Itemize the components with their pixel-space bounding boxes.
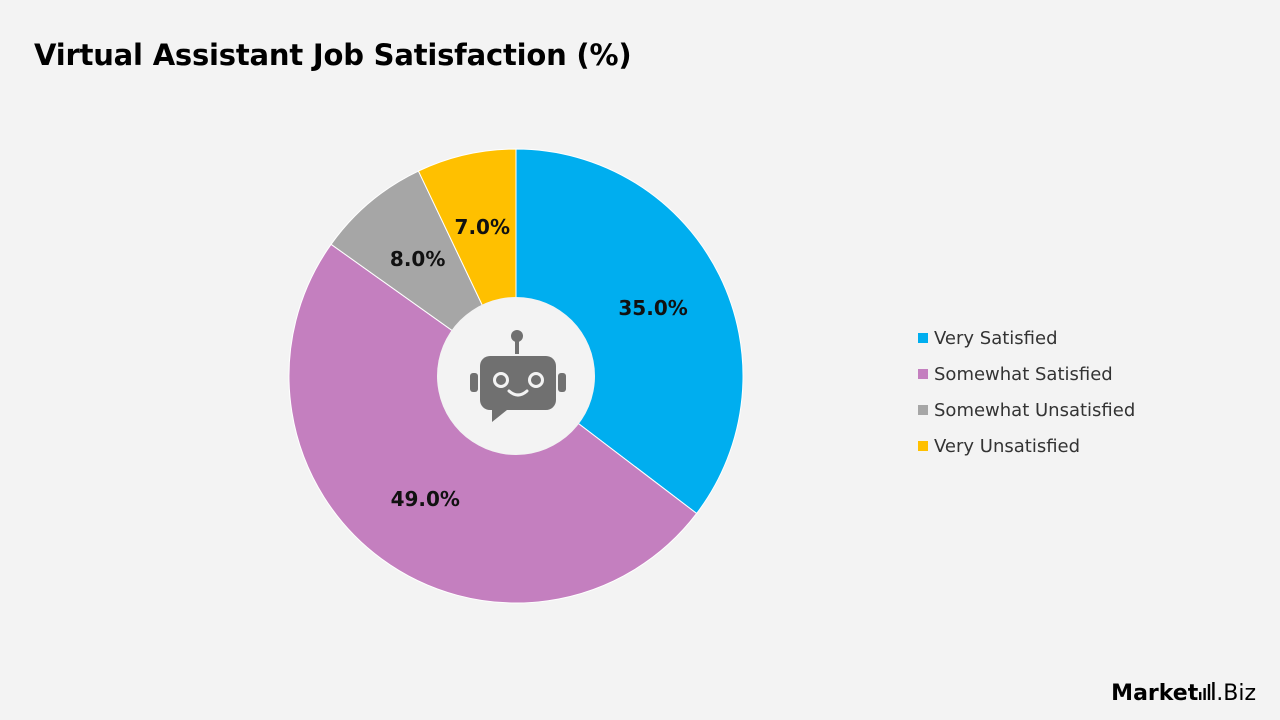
brand-name: Market [1111,681,1199,706]
chart-value-labels: 35.0% 49.0% 8.0% 7.0% [390,215,688,511]
value-label-somewhat-satisfied: 49.0% [391,487,460,511]
chart-title: Virtual Assistant Job Satisfaction (%) [34,38,632,72]
value-label-very-unsatisfied: 7.0% [455,215,510,239]
legend-item-very-satisfied: Very Satisfied [918,320,1135,356]
value-label-very-satisfied: 35.0% [618,296,687,320]
bar-chart-icon [1199,682,1215,700]
legend-label: Somewhat Satisfied [934,363,1113,385]
brand-suffix: .Biz [1216,681,1256,706]
legend-label: Very Satisfied [934,327,1058,349]
legend-item-very-unsatisfied: Very Unsatisfied [918,428,1135,464]
legend-label: Very Unsatisfied [934,435,1081,457]
legend-swatch [918,441,928,451]
brand-logo: Market .Biz [1111,681,1256,706]
chart-legend: Very Satisfied Somewhat Satisfied Somewhat… [918,320,1135,464]
slice-very-satisfied [515,148,744,515]
legend-item-somewhat-satisfied: Somewhat Satisfied [918,356,1135,392]
value-label-somewhat-unsatisfied: 8.0% [390,247,445,271]
legend-label: Somewhat Unsatisfied [934,399,1136,421]
legend-swatch [918,369,928,379]
legend-swatch [918,405,928,415]
robot-chat-icon [470,330,566,422]
legend-swatch [918,333,928,343]
legend-item-somewhat-unsatisfied: Somewhat Unsatisfied [918,392,1135,428]
